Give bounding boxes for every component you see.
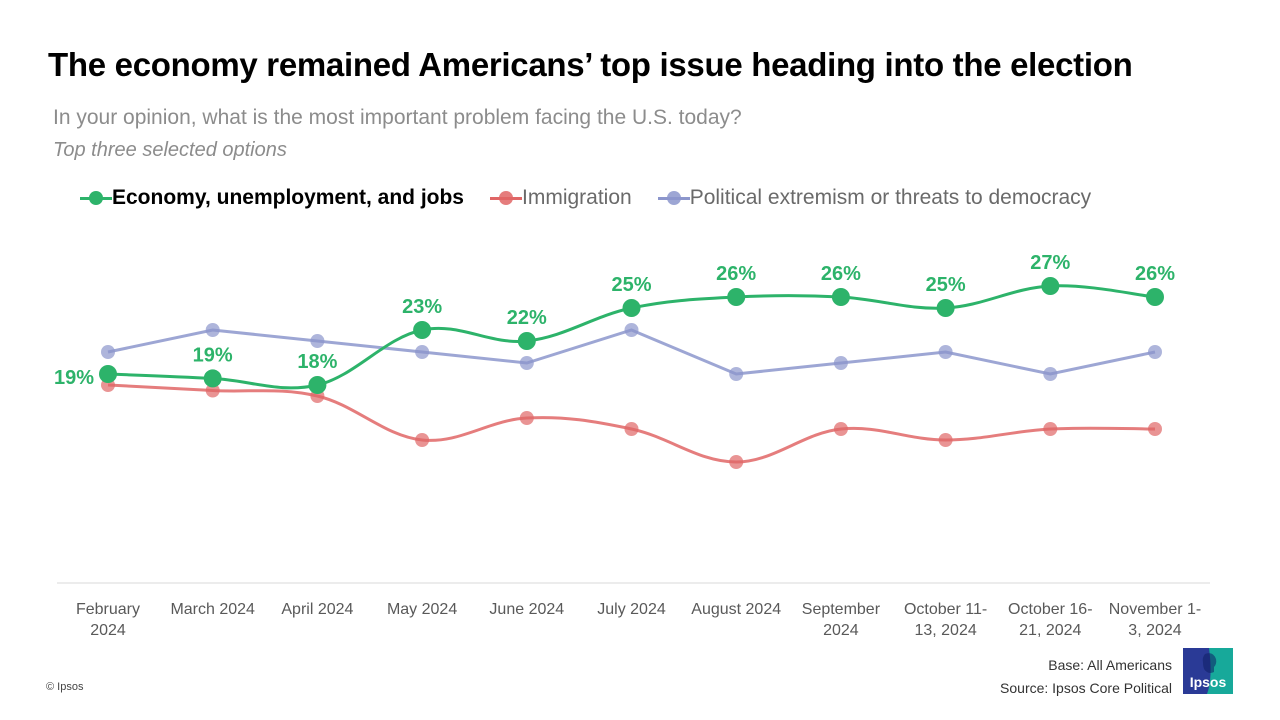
legend-item-economy: Economy, unemployment, and jobs	[80, 186, 464, 210]
ipsos-logo: Ipsos	[1183, 648, 1233, 694]
x-tick-label: October 11-13, 2024	[904, 601, 987, 639]
legend-dot-political	[666, 191, 681, 205]
point-economy	[99, 365, 117, 383]
x-tick-label: August 2024	[691, 601, 781, 618]
point-economy	[308, 376, 327, 394]
point-economy	[517, 332, 536, 350]
legend-marker-economy-icon	[80, 190, 112, 206]
x-tick-label: May 2024	[387, 601, 457, 618]
point-political	[415, 345, 430, 359]
footer-base: Base: All Americans	[1048, 657, 1172, 673]
x-tick-label: April 2024	[281, 601, 353, 618]
point-economy	[936, 299, 955, 317]
chart-subtitle: In your opinion, what is the most import…	[53, 106, 742, 129]
point-immigration	[205, 383, 220, 398]
logo-text: Ipsos	[1190, 674, 1227, 690]
legend-label-immigration: Immigration	[522, 186, 632, 209]
legend-item-political: Political extremism or threats to democr…	[657, 186, 1092, 210]
point-immigration	[1148, 422, 1162, 436]
point-economy	[203, 369, 222, 388]
data-label-economy: 19%	[193, 344, 233, 366]
point-immigration	[833, 422, 848, 436]
data-label-economy: 26%	[716, 263, 756, 285]
x-tick-label: November 1-3, 2024	[1109, 601, 1201, 639]
x-tick-label: March 2024	[170, 601, 255, 618]
legend-item-immigration: Immigration	[490, 186, 632, 210]
x-tick-label: October 16-21, 2024	[1008, 601, 1092, 639]
point-political	[624, 323, 639, 337]
data-label-economy: 25%	[926, 274, 966, 296]
point-immigration	[938, 433, 953, 447]
point-immigration	[519, 411, 534, 425]
series-immigration	[101, 378, 1162, 469]
data-label-economy: 23%	[402, 296, 442, 318]
x-tick-label: September 2024	[802, 601, 881, 639]
point-political	[938, 345, 953, 359]
legend-label-economy: Economy, unemployment, and jobs	[112, 186, 464, 209]
x-tick-label: February 2024	[76, 601, 140, 639]
point-immigration	[729, 455, 744, 469]
data-label-economy: 26%	[1135, 263, 1175, 285]
point-political	[729, 367, 744, 381]
point-economy	[1146, 288, 1164, 306]
x-tick-labels: February 2024 March 2024 April 2024 May 2024…	[76, 601, 1201, 639]
point-immigration	[1043, 422, 1058, 436]
point-economy	[1041, 277, 1060, 295]
series-political	[101, 323, 1162, 381]
point-economy	[413, 321, 432, 339]
point-political	[833, 356, 848, 370]
series-economy: 19% 19% 18% 23% 22% 25% 26% 26% 25% 27% 26%	[54, 252, 1175, 394]
point-immigration	[415, 433, 430, 447]
point-political	[1043, 367, 1058, 381]
point-political	[310, 334, 325, 348]
point-economy	[831, 288, 850, 306]
data-label-economy: 18%	[297, 351, 337, 373]
footer-source: Source: Ipsos Core Political	[1000, 680, 1172, 696]
copyright: © Ipsos	[46, 681, 84, 693]
data-label-economy: 25%	[611, 274, 651, 296]
legend-marker-immigration-icon	[490, 190, 522, 206]
ipsos-logo-icon: Ipsos	[1183, 648, 1233, 694]
data-label-economy: 27%	[1030, 252, 1070, 274]
legend-dot-immigration	[499, 191, 513, 205]
point-political	[205, 323, 220, 337]
point-immigration	[624, 422, 639, 436]
point-economy	[622, 299, 641, 317]
data-label-economy: 19%	[54, 367, 94, 389]
chart-subnote: Top three selected options	[53, 139, 287, 161]
point-political	[519, 356, 534, 370]
point-political	[1148, 345, 1162, 359]
x-tick-label: June 2024	[489, 601, 564, 618]
legend-marker-political-icon	[657, 190, 690, 206]
point-economy	[727, 288, 746, 306]
legend-dot-economy	[89, 191, 103, 205]
point-political	[101, 345, 115, 359]
x-tick-label: July 2024	[597, 601, 666, 618]
legend-label-political: Political extremism or threats to democr…	[689, 186, 1092, 209]
chart-title: The economy remained Americans’ top issu…	[48, 46, 1133, 83]
data-label-economy: 26%	[821, 263, 861, 285]
legend: Economy, unemployment, and jobs Immigrat…	[80, 184, 1117, 212]
series-layer: 19% 19% 18% 23% 22% 25% 26% 26% 25% 27% 26%	[54, 252, 1175, 469]
data-label-economy: 22%	[507, 307, 547, 329]
